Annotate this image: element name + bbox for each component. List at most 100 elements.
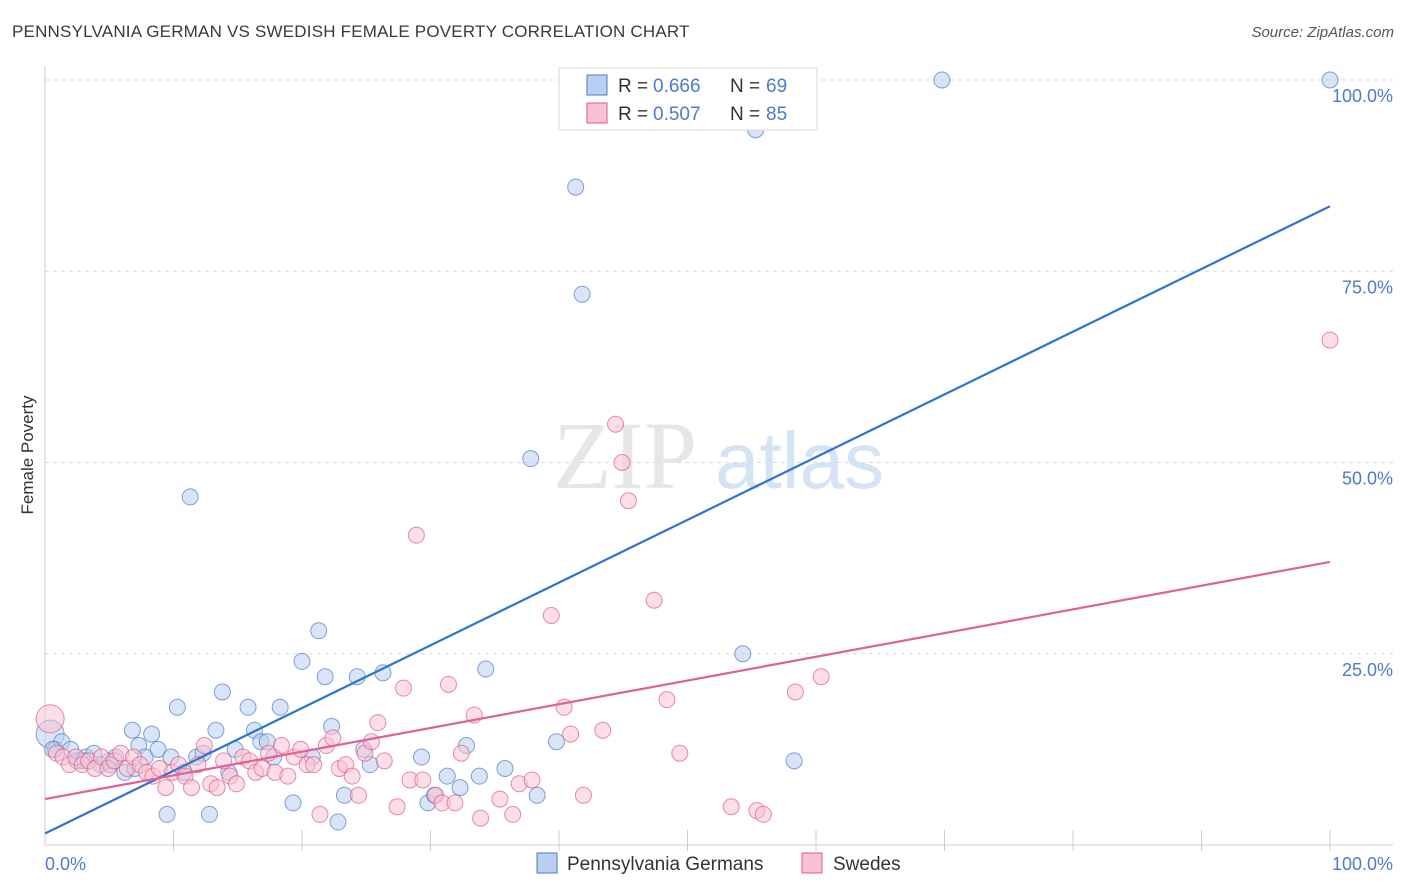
swedes-point bbox=[472, 809, 490, 827]
y-axis-label: Female Poverty bbox=[18, 395, 37, 515]
y-tick-label-1: 50.0% bbox=[1342, 469, 1393, 489]
legend-n-label-pink: N = bbox=[730, 104, 760, 125]
swedes-point bbox=[395, 679, 413, 697]
pennsylvania-german-point bbox=[496, 760, 514, 777]
swedes-point bbox=[671, 744, 689, 762]
swedes-point bbox=[812, 668, 830, 686]
swedes-point bbox=[504, 805, 522, 823]
swedes-point bbox=[786, 683, 804, 701]
swedes-point bbox=[1321, 331, 1339, 349]
pennsylvania-german-point bbox=[200, 805, 218, 823]
swedes-point bbox=[157, 779, 175, 797]
pennsylvania-german-point bbox=[470, 767, 488, 785]
swedes-point bbox=[272, 737, 290, 755]
chart-title: PENNSYLVANIA GERMAN VS SWEDISH FEMALE PO… bbox=[12, 22, 690, 41]
swedes-point bbox=[722, 798, 740, 816]
series-legend: Pennsylvania Germans Swedes bbox=[536, 852, 901, 875]
swedes-point bbox=[388, 798, 406, 816]
legend-swatch-blue bbox=[586, 74, 608, 96]
bottom-legend-label-blue: Pennsylvania Germans bbox=[567, 854, 763, 875]
bottom-legend-label-pink: Swedes bbox=[833, 854, 901, 875]
swedes-point bbox=[754, 805, 772, 823]
pennsylvania-german-point bbox=[143, 725, 161, 743]
pennsylvania-german-point bbox=[181, 488, 199, 506]
pennsylvania-german-trendline bbox=[44, 205, 1331, 835]
swedes-point bbox=[574, 786, 592, 804]
pennsylvania-german-point bbox=[158, 805, 176, 823]
legend-n-value-pink: 85 bbox=[766, 104, 787, 125]
y-tick-label-0: 25.0% bbox=[1342, 660, 1393, 680]
grid-layer bbox=[44, 66, 1393, 851]
pennsylvania-german-point bbox=[451, 779, 469, 797]
swedes-point bbox=[414, 771, 432, 789]
watermark: ZIP atlas bbox=[553, 402, 884, 509]
pennsylvania-german-point bbox=[329, 813, 347, 831]
swedes-point bbox=[182, 779, 200, 797]
swedes-point bbox=[439, 675, 457, 693]
pennsylvania-german-point bbox=[1321, 71, 1339, 89]
swedes-point bbox=[343, 767, 361, 785]
pennsylvania-german-point bbox=[207, 721, 225, 739]
swedes-point bbox=[562, 725, 580, 743]
pennsylvania-german-point bbox=[168, 698, 186, 716]
pennsylvania-german-point bbox=[374, 664, 392, 682]
correlation-legend: R = 0.666 N = 69 R = 0.507 N = 85 bbox=[558, 67, 818, 131]
swedes-point bbox=[645, 591, 663, 609]
swedes-point bbox=[292, 740, 310, 758]
y-tick-label-2: 75.0% bbox=[1342, 277, 1393, 297]
swedes-point bbox=[452, 744, 470, 762]
pennsylvania-german-point bbox=[734, 645, 752, 663]
pennsylvania-german-point bbox=[573, 285, 591, 303]
legend-n-value-blue: 69 bbox=[766, 76, 787, 97]
swedes-point bbox=[369, 714, 387, 732]
swedes-point bbox=[613, 454, 631, 471]
swedes-point bbox=[324, 729, 342, 747]
swedes-point bbox=[594, 721, 612, 739]
swedes-point bbox=[375, 752, 393, 770]
legend-n-label-blue: N = bbox=[730, 76, 760, 97]
swedes-point bbox=[658, 691, 676, 709]
swedes-point bbox=[227, 775, 245, 793]
swedes-point bbox=[279, 767, 297, 785]
bottom-legend-swatch-blue bbox=[536, 852, 558, 874]
pennsylvania-german-point bbox=[547, 733, 565, 751]
pennsylvania-german-point bbox=[477, 660, 495, 678]
swedes-point bbox=[311, 805, 329, 823]
swedes-point bbox=[195, 737, 213, 755]
legend-r-label-blue: R = bbox=[618, 76, 648, 97]
pennsylvania-german-point bbox=[316, 668, 334, 686]
pennsylvania-german-point bbox=[933, 71, 951, 89]
swedes-point bbox=[362, 733, 380, 751]
pennsylvania-german-point bbox=[293, 652, 311, 670]
ticks-layer: 25.0% 50.0% 75.0% 100.0% 0.0% 100.0% bbox=[45, 86, 1393, 874]
swedes-point bbox=[446, 794, 464, 812]
points-layer bbox=[35, 71, 1339, 831]
swedes-point bbox=[607, 415, 625, 433]
swedes-point bbox=[208, 779, 226, 797]
swedes-trendline bbox=[44, 560, 1331, 801]
pennsylvania-german-point bbox=[785, 752, 803, 770]
pennsylvania-german-point bbox=[438, 767, 456, 785]
pennsylvania-german-point bbox=[413, 748, 431, 766]
swedes-point bbox=[542, 607, 560, 624]
bottom-legend-swatch-pink bbox=[801, 852, 823, 874]
pennsylvania-german-point bbox=[239, 698, 257, 716]
swedes-point bbox=[350, 786, 368, 804]
pennsylvania-german-point bbox=[284, 794, 302, 812]
legend-r-value-blue: 0.666 bbox=[653, 76, 701, 97]
legend-swatch-pink bbox=[586, 102, 608, 124]
swedes-point bbox=[619, 492, 637, 510]
pennsylvania-german-point bbox=[123, 721, 141, 739]
x-tick-label-1: 100.0% bbox=[1332, 854, 1393, 874]
legend-r-value-pink: 0.507 bbox=[653, 104, 701, 125]
swedes-point bbox=[35, 704, 65, 734]
swedes-point bbox=[305, 756, 323, 774]
x-tick-label-0: 0.0% bbox=[45, 854, 86, 874]
pennsylvania-german-point bbox=[335, 786, 353, 804]
trendlines-layer bbox=[44, 205, 1331, 835]
swedes-point bbox=[491, 790, 509, 808]
watermark-atlas: atlas bbox=[715, 416, 884, 505]
pennsylvania-german-point bbox=[528, 786, 546, 804]
pennsylvania-german-point bbox=[149, 740, 167, 758]
